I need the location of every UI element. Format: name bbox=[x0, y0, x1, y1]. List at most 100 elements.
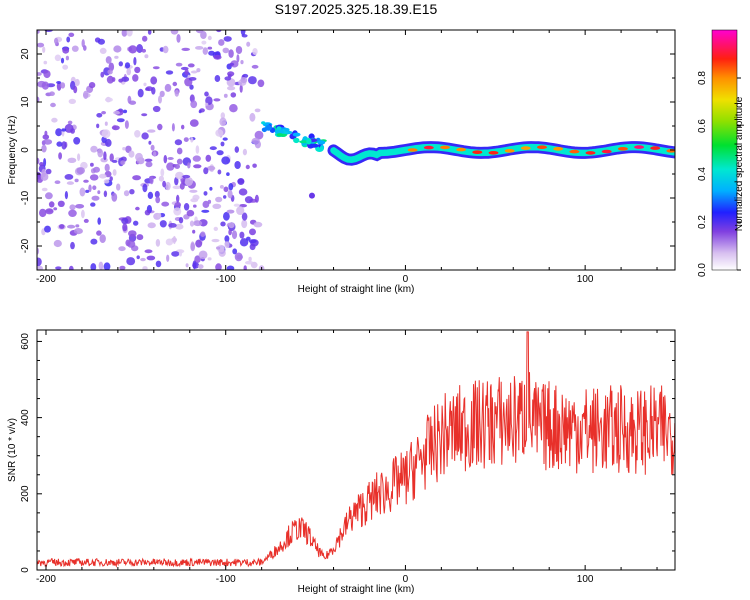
noise-blob bbox=[209, 186, 213, 191]
spectrogram-xlabel: Height of straight line (km) bbox=[298, 284, 415, 295]
noise-blob bbox=[228, 49, 234, 58]
noise-blob bbox=[43, 139, 53, 145]
noise-blob bbox=[37, 247, 40, 255]
noise-blob bbox=[217, 169, 222, 175]
noise-blob bbox=[188, 77, 197, 81]
noise-blob bbox=[146, 255, 156, 261]
noise-blob bbox=[190, 242, 196, 252]
noise-blob bbox=[193, 220, 203, 227]
noise-blob bbox=[213, 226, 218, 231]
noise-blob bbox=[97, 217, 101, 225]
noise-blob bbox=[151, 87, 156, 95]
noise-blob bbox=[136, 44, 144, 53]
colorbar: 0.0 0.2 0.4 0.6 0.8 Normalized spectral ampl… bbox=[697, 29, 745, 277]
noise-blob bbox=[135, 206, 140, 211]
noise-blob bbox=[251, 137, 260, 145]
noise-blob bbox=[189, 119, 199, 127]
noise-blob bbox=[203, 191, 208, 196]
noise-blob bbox=[109, 176, 113, 182]
noise-blob bbox=[163, 155, 168, 164]
snr-xtick-label: -200 bbox=[36, 574, 56, 585]
noise-blob bbox=[90, 238, 98, 245]
onset-blob bbox=[276, 126, 282, 130]
noise-blob bbox=[193, 164, 202, 169]
noise-blob bbox=[56, 141, 63, 147]
noise-blob bbox=[253, 221, 263, 228]
noise-blob bbox=[111, 159, 118, 163]
noise-blob bbox=[62, 64, 69, 70]
noise-blob bbox=[73, 228, 83, 235]
noise-blob bbox=[44, 130, 48, 136]
noise-blob bbox=[220, 112, 225, 119]
noise-blob bbox=[241, 219, 248, 229]
noise-blob bbox=[54, 54, 62, 62]
noise-blob bbox=[37, 157, 40, 165]
noise-blob bbox=[186, 209, 195, 217]
noise-blob bbox=[149, 176, 154, 185]
noise-blob bbox=[200, 231, 206, 237]
noise-blob bbox=[218, 39, 225, 46]
onset-blob bbox=[265, 124, 272, 131]
noise-blob bbox=[93, 166, 100, 173]
signal-peak bbox=[456, 147, 467, 152]
noise-blob bbox=[57, 200, 65, 207]
noise-blob bbox=[223, 211, 230, 221]
noise-blob bbox=[190, 100, 198, 109]
noise-blob bbox=[134, 66, 141, 74]
noise-blob bbox=[113, 110, 120, 115]
noise-blob bbox=[189, 189, 198, 193]
noise-blob bbox=[194, 255, 201, 263]
noise-blob bbox=[91, 195, 100, 201]
signal-peak bbox=[634, 145, 645, 149]
noise-blob bbox=[122, 109, 128, 114]
noise-blob bbox=[190, 198, 199, 203]
noise-blob bbox=[74, 178, 79, 183]
noise-blob bbox=[232, 248, 238, 255]
noise-blob bbox=[242, 148, 247, 156]
noise-blob bbox=[83, 45, 87, 51]
noise-blob bbox=[90, 145, 98, 153]
noise-blob bbox=[203, 167, 209, 175]
noise-blob bbox=[90, 202, 96, 207]
noise-blob bbox=[172, 235, 176, 245]
signal-peak bbox=[569, 149, 580, 154]
noise-blob bbox=[113, 45, 122, 53]
noise-blob bbox=[116, 118, 125, 123]
colorbar-gradient bbox=[711, 29, 738, 271]
noise-blob bbox=[215, 196, 223, 203]
noise-blob bbox=[216, 246, 221, 250]
noise-blob bbox=[37, 72, 42, 76]
noise-blob bbox=[237, 178, 245, 185]
noise-blob bbox=[236, 54, 240, 63]
noise-blob bbox=[215, 129, 224, 137]
signal-peak bbox=[553, 147, 564, 151]
noise-blob bbox=[189, 84, 194, 90]
noise-blob bbox=[98, 261, 104, 270]
noise-blob bbox=[242, 73, 249, 78]
noise-blob bbox=[207, 35, 212, 41]
noise-blob bbox=[90, 263, 97, 270]
noise-blob bbox=[37, 257, 42, 267]
noise-blob bbox=[240, 60, 244, 65]
noise-blob bbox=[60, 82, 66, 89]
noise-blob bbox=[41, 81, 50, 90]
noise-blob bbox=[202, 200, 210, 208]
noise-blob bbox=[226, 209, 235, 214]
noise-blob bbox=[174, 202, 182, 208]
noise-blob bbox=[216, 30, 222, 33]
noise-blob bbox=[45, 168, 52, 175]
noise-blob bbox=[219, 185, 224, 189]
noise-blob bbox=[55, 266, 62, 270]
chart-title: S197.2025.325.18.39.E15 bbox=[275, 1, 438, 17]
noise-blob bbox=[227, 190, 233, 199]
noise-blob bbox=[234, 146, 239, 153]
noise-blob bbox=[231, 230, 238, 240]
noise-blob bbox=[81, 209, 85, 219]
noise-blob bbox=[166, 162, 175, 171]
signal-peak bbox=[472, 150, 483, 154]
noise-blob bbox=[223, 186, 229, 193]
noise-blob bbox=[179, 182, 185, 190]
snr-x-axis: -200 -100 0 100 bbox=[36, 330, 658, 585]
snr-y-axis: 0 200 400 600 bbox=[20, 333, 675, 573]
noise-blob bbox=[204, 91, 209, 97]
